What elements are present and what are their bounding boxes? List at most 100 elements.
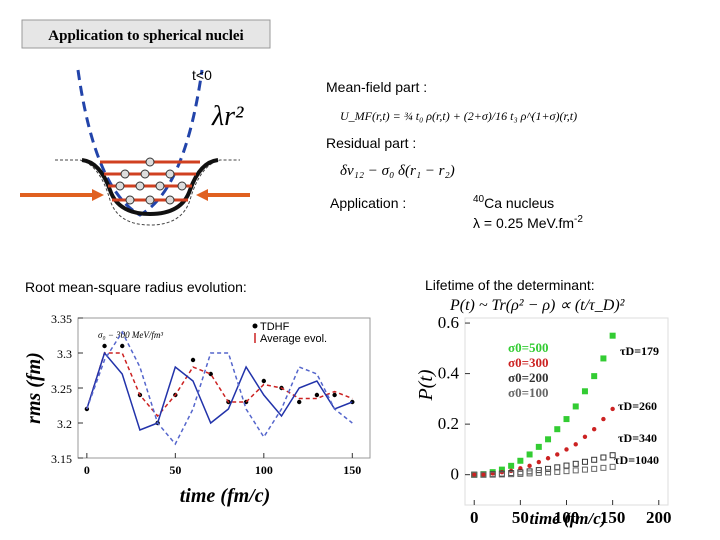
annotation: τD=1040 xyxy=(614,453,659,467)
legend-marker xyxy=(252,323,258,329)
outer-potential xyxy=(55,159,240,226)
point xyxy=(591,465,598,472)
legend-label: TDHF xyxy=(260,321,290,333)
potential-label: λr² xyxy=(211,101,244,132)
point xyxy=(526,451,533,458)
time-label: t<0 xyxy=(192,67,212,83)
x-tick-label: 100 xyxy=(554,508,580,527)
point xyxy=(572,403,579,410)
residual-label: Residual part : xyxy=(326,135,416,151)
x-tick-label: 150 xyxy=(343,463,361,477)
point xyxy=(572,460,579,467)
legend-label: σ0=100 xyxy=(508,385,548,400)
point xyxy=(508,462,515,469)
series-line xyxy=(86,352,353,418)
point xyxy=(545,456,551,461)
point xyxy=(472,472,477,477)
x-tick-label: 100 xyxy=(255,463,273,477)
point xyxy=(498,471,505,478)
y-tick-label: 3.15 xyxy=(51,452,72,466)
point xyxy=(563,416,570,423)
nucleus: 40Ca nucleus xyxy=(473,194,554,211)
x-tick-label: 150 xyxy=(600,508,626,527)
point xyxy=(581,458,588,465)
point xyxy=(517,469,524,476)
point xyxy=(581,466,588,473)
annotation: τD=340 xyxy=(618,431,657,445)
point xyxy=(563,462,570,469)
point xyxy=(591,373,598,380)
y-tick-label: 3.25 xyxy=(51,382,72,396)
point xyxy=(573,442,578,447)
legend-label: Average evol. xyxy=(260,333,327,345)
levels xyxy=(100,160,200,202)
well-diagram xyxy=(20,69,250,226)
title-box xyxy=(21,19,271,49)
point xyxy=(555,452,560,457)
point xyxy=(564,447,569,452)
mass-number: 40 xyxy=(473,194,485,205)
point xyxy=(609,452,616,459)
mean-field-label: Mean-field part : xyxy=(326,79,427,95)
y-tick-label: 0.4 xyxy=(438,364,460,383)
point xyxy=(600,464,607,471)
chart1-y-label: rms (fm) xyxy=(23,352,45,424)
point xyxy=(480,471,487,478)
point xyxy=(471,471,478,478)
residual-formula: δv₁₂ − σ₀ δ(r₁ − r₂) xyxy=(340,163,455,179)
nucleons xyxy=(115,157,187,205)
point xyxy=(610,406,615,412)
point xyxy=(582,434,588,439)
point xyxy=(609,332,616,339)
point xyxy=(554,426,561,433)
arrowhead-right xyxy=(196,189,208,201)
chart2-formula: P(t) ~ Tr(ρ² − ρ) ∝ (t/τ_D)² xyxy=(449,297,626,314)
arrowhead-left xyxy=(92,189,104,201)
point xyxy=(572,467,579,474)
nucleus-name: Ca nucleus xyxy=(484,195,554,211)
point xyxy=(609,463,616,470)
point xyxy=(120,343,125,349)
chart2-x-label: time (fm/c) xyxy=(530,509,607,528)
series-line xyxy=(86,330,353,446)
point xyxy=(517,470,524,477)
point xyxy=(581,388,588,395)
point xyxy=(297,399,302,405)
chart1-x-label: time (fm/c) xyxy=(180,485,271,507)
point xyxy=(545,465,552,472)
chart1-annotation: σ₀ − 300 MeV/fm³ xyxy=(98,330,163,340)
point xyxy=(591,456,598,463)
point xyxy=(526,470,533,477)
lambda-value: λ = 0.25 MeV.fm xyxy=(473,215,574,231)
y-tick-label: 3.3 xyxy=(57,347,72,361)
y-tick-label: 0.2 xyxy=(438,414,459,433)
point xyxy=(600,355,607,362)
legend-label: σ0=300 xyxy=(508,355,548,370)
point xyxy=(314,392,320,398)
x-tick-label: 50 xyxy=(512,508,529,527)
point xyxy=(190,357,196,363)
y-tick-label: 3.2 xyxy=(57,417,72,431)
y-tick-label: 0.6 xyxy=(438,313,459,332)
point xyxy=(600,454,607,461)
annotation: τD=260 xyxy=(618,399,657,413)
annotation: τD=179 xyxy=(620,344,659,358)
chart2-title: Lifetime of the determinant: xyxy=(425,277,595,293)
series-line xyxy=(86,351,353,431)
point xyxy=(261,378,267,384)
chart2-y-label: P(t) xyxy=(415,369,437,401)
point xyxy=(481,472,486,477)
point xyxy=(102,343,107,349)
point xyxy=(591,426,597,432)
slide-title: Application to spherical nuclei xyxy=(48,28,243,44)
mean-field-formula: U_MF(r,t) = ¾ t₀ ρ(r,t) + (2+σ)/16 t₃ ρ^… xyxy=(340,109,577,123)
lambda: λ = 0.25 MeV.fm-2 xyxy=(473,214,583,231)
point xyxy=(536,459,542,465)
lambda-exponent: -2 xyxy=(574,214,583,225)
point xyxy=(535,443,542,450)
point xyxy=(332,392,337,398)
chart1-title: Root mean-square radius evolution: xyxy=(25,279,247,295)
point xyxy=(517,457,524,464)
